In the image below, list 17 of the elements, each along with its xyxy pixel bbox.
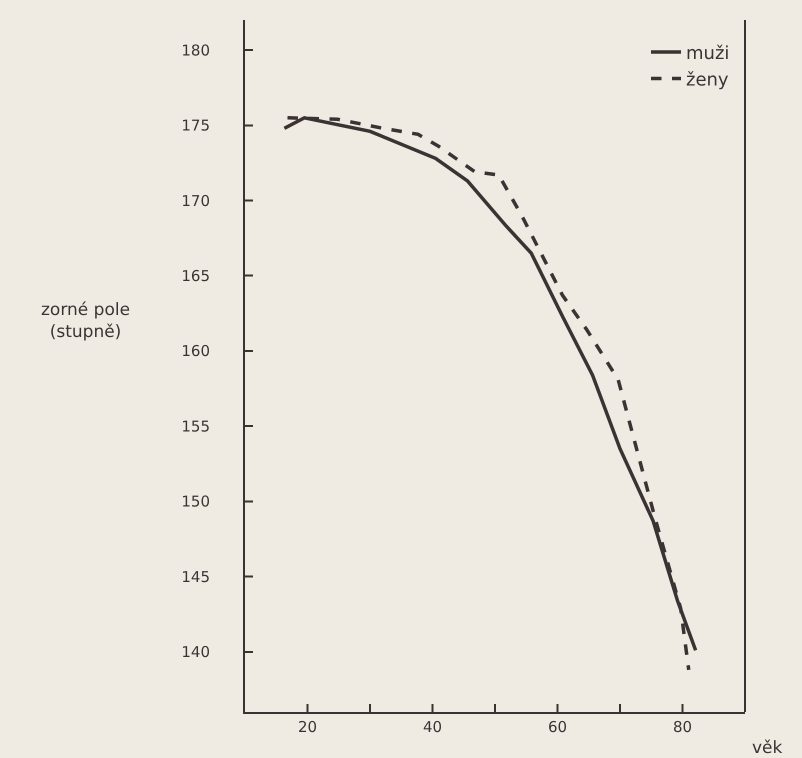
x-tick-label: 80 bbox=[672, 718, 692, 736]
y-tick-label: 160 bbox=[181, 342, 210, 360]
x-axis-title: věk bbox=[752, 738, 783, 758]
x-tick-label: 20 bbox=[298, 718, 318, 736]
x-tick-label: 60 bbox=[548, 718, 568, 736]
y-tick-label: 155 bbox=[181, 417, 210, 436]
y-tick-label: 175 bbox=[181, 116, 210, 135]
y-tick-label: 180 bbox=[181, 41, 210, 60]
legend-label: ženy bbox=[686, 69, 729, 90]
y-tick-label: 145 bbox=[181, 568, 210, 586]
y-tick-label: 165 bbox=[181, 266, 210, 285]
y-tick-label: 140 bbox=[181, 643, 210, 662]
y-tick-label: 170 bbox=[181, 192, 210, 210]
y-axis-title: zorné pole (stupně) bbox=[41, 300, 130, 342]
x-tick-label: 40 bbox=[422, 718, 442, 736]
legend-label: muži bbox=[686, 43, 730, 64]
y-tick-label: 150 bbox=[181, 492, 210, 511]
